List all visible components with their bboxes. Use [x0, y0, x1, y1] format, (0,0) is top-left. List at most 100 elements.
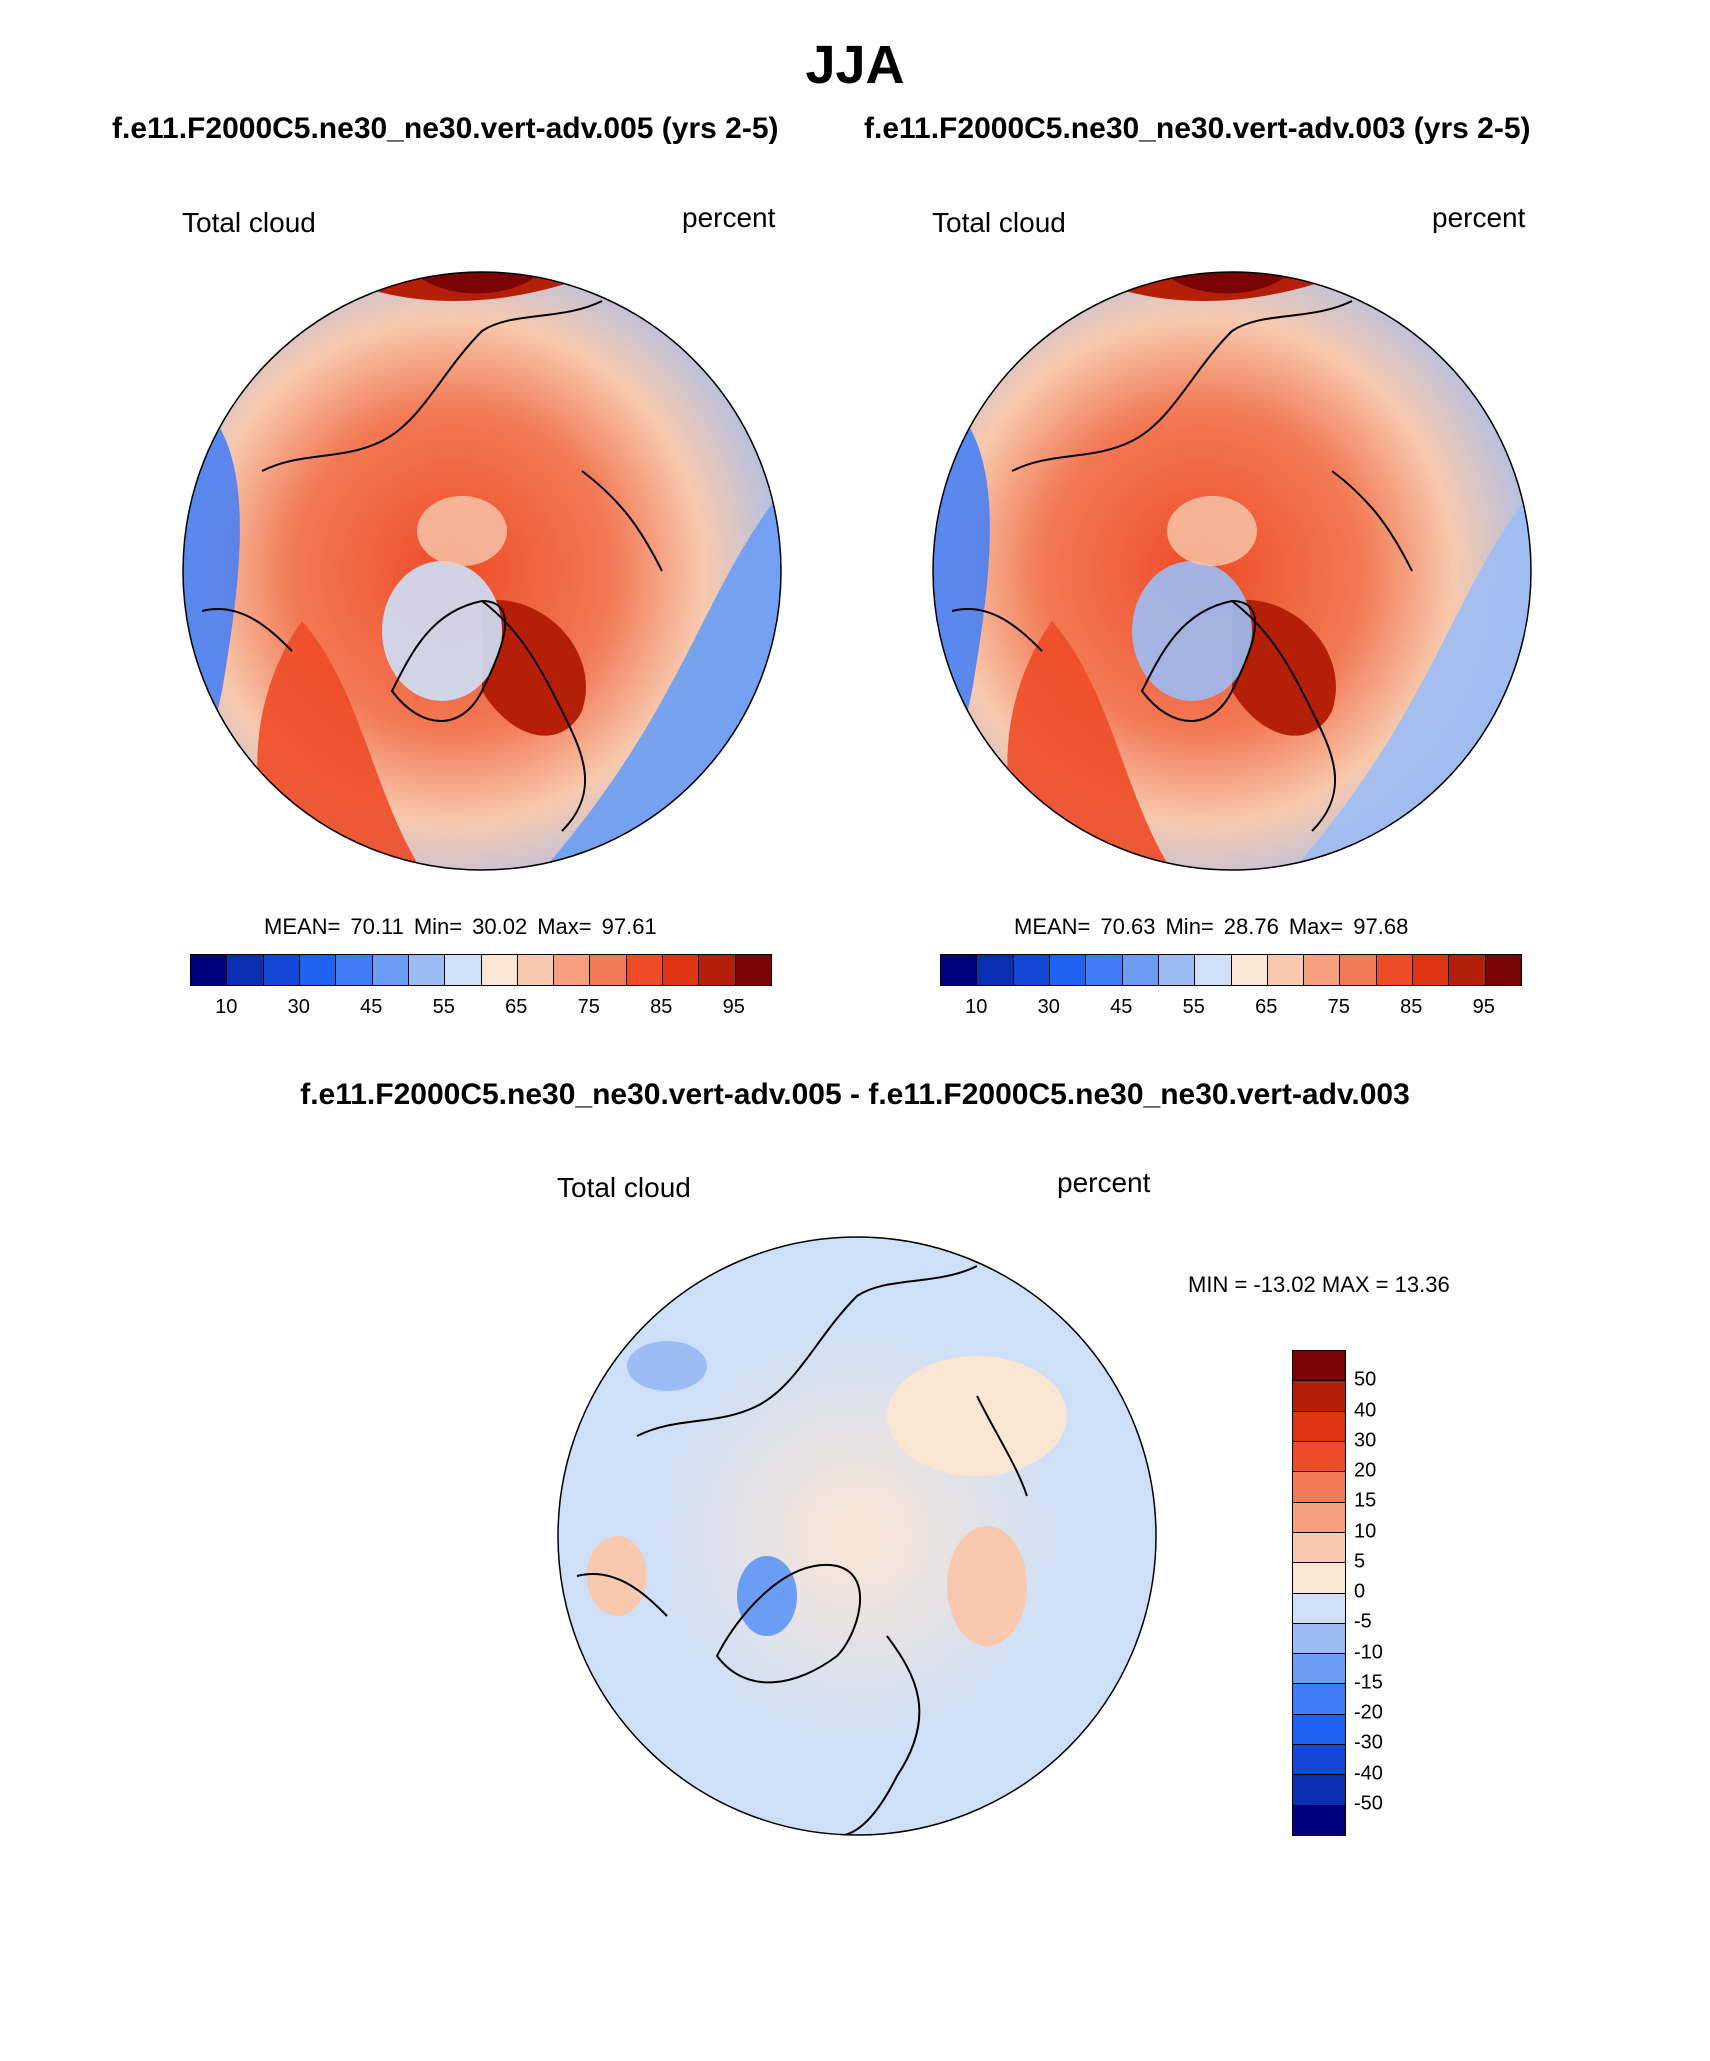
colorbar-tick-label: 95 [722, 996, 745, 1018]
case2-colorbar-ticks: 10 30 45 55 65 75 85 95 [940, 996, 1520, 1022]
colorbar-swatch [445, 955, 482, 985]
case2-variable-label: Total cloud [932, 207, 1066, 238]
colorbar-swatch [1293, 1381, 1345, 1412]
case2-polar-map [932, 271, 1532, 871]
colorbar-swatch [227, 955, 264, 985]
colorbar-tick-label: 0 [1354, 1580, 1366, 1603]
difference-polar-map [557, 1236, 1157, 1836]
colorbar-tick-label: 45 [360, 996, 383, 1018]
colorbar-swatch [1376, 955, 1414, 985]
case1-colorbar [190, 954, 772, 986]
colorbar-tick-label: -10 [1354, 1641, 1383, 1663]
colorbar-swatch [735, 955, 771, 985]
colorbar-swatch [554, 955, 591, 985]
colorbar-swatch [1293, 1502, 1345, 1533]
colorbar-swatch [977, 955, 1014, 985]
case2-min: 28.76 [1223, 914, 1279, 939]
case1-mean: 70.11 [350, 914, 404, 939]
colorbar-swatch [1293, 1351, 1345, 1382]
colorbar-swatch [1231, 955, 1268, 985]
colorbar-swatch [699, 955, 736, 985]
colorbar-tick-label: 10 [215, 996, 238, 1018]
case1-min: 30.02 [472, 914, 528, 939]
colorbar-tick-label: 30 [1037, 996, 1060, 1018]
colorbar-swatch [481, 955, 518, 985]
case2-stats: MEAN= 70.63 Min= 28.76 Max= 97.68 [1014, 914, 1409, 939]
case2-colorbar [940, 954, 1522, 986]
colorbar-swatch [299, 955, 337, 985]
colorbar-tick-label: 15 [1354, 1489, 1377, 1512]
case1-title: f.e11.F2000C5.ne30_ne30.vert-adv.005 (yr… [112, 112, 779, 145]
colorbar-swatch [1158, 955, 1196, 985]
colorbar-swatch [336, 955, 373, 985]
figure-title: JJA [805, 35, 905, 95]
difference-units-label: percent [1057, 1167, 1151, 1198]
colorbar-swatch [1086, 955, 1123, 985]
difference-variable-label: Total cloud [557, 1172, 691, 1203]
case2-mean: 70.63 [1100, 914, 1156, 939]
colorbar-swatch [191, 955, 228, 985]
colorbar-tick-label: 10 [965, 996, 988, 1018]
colorbar-swatch [1293, 1532, 1345, 1564]
colorbar-tick-label: -40 [1354, 1762, 1383, 1784]
colorbar-tick-label: 95 [1472, 996, 1495, 1018]
colorbar-tick-label: -5 [1354, 1610, 1372, 1633]
colorbar-swatch [626, 955, 664, 985]
colorbar-tick-label: 55 [432, 996, 455, 1018]
case2-title: f.e11.F2000C5.ne30_ne30.vert-adv.003 (yr… [864, 112, 1531, 145]
case1-max: 97.61 [601, 914, 657, 939]
colorbar-tick-label: 65 [1255, 996, 1278, 1018]
colorbar-tick-label: 5 [1354, 1550, 1366, 1573]
colorbar-tick-label: 30 [1354, 1429, 1377, 1452]
case1-stats: MEAN= 70.11 Min= 30.02 Max= 97.61 [264, 914, 657, 939]
colorbar-swatch [1449, 955, 1486, 985]
colorbar-swatch [1293, 1745, 1345, 1776]
colorbar-swatch [1293, 1805, 1345, 1835]
colorbar-tick-label: 85 [1400, 996, 1423, 1018]
colorbar-swatch [1013, 955, 1050, 985]
colorbar-tick-label: -50 [1354, 1792, 1383, 1815]
colorbar-tick-label: 75 [577, 996, 600, 1018]
colorbar-tick-label: 75 [1327, 996, 1350, 1018]
colorbar-swatch [1293, 1563, 1345, 1594]
case1-polar-map [182, 271, 782, 871]
colorbar-swatch [408, 955, 446, 985]
colorbar-swatch [941, 955, 978, 985]
colorbar-swatch [1195, 955, 1232, 985]
colorbar-tick-label: 30 [287, 996, 310, 1018]
colorbar-tick-label: 40 [1354, 1399, 1377, 1421]
difference-minmax: MIN = -13.02 MAX = 13.36 [1188, 1272, 1450, 1297]
colorbar-swatch [1293, 1714, 1345, 1746]
colorbar-swatch [1485, 955, 1521, 985]
difference-title: f.e11.F2000C5.ne30_ne30.vert-adv.005 - f… [300, 1078, 1410, 1111]
colorbar-swatch [1293, 1441, 1345, 1473]
colorbar-tick-label: 85 [650, 996, 673, 1018]
colorbar-tick-label: -20 [1354, 1701, 1383, 1724]
colorbar-tick-label: -30 [1354, 1731, 1383, 1754]
colorbar-swatch [1122, 955, 1159, 985]
case1-units-label: percent [682, 202, 776, 233]
colorbar-swatch [263, 955, 300, 985]
case2-max: 97.68 [1353, 914, 1409, 939]
colorbar-tick-label: 55 [1182, 996, 1205, 1018]
colorbar-tick-label: 45 [1110, 996, 1133, 1018]
colorbar-swatch [1293, 1593, 1345, 1624]
colorbar-swatch [1293, 1684, 1345, 1715]
colorbar-swatch [1293, 1654, 1345, 1685]
colorbar-swatch [1293, 1411, 1345, 1442]
difference-colorbar-ticks: 50 40 30 20 15 10 5 0 -5 -10 -15 -20 -30 -40 -50 [1354, 1350, 1424, 1834]
colorbar-tick-label: 10 [1354, 1520, 1377, 1542]
colorbar-swatch [372, 955, 409, 985]
colorbar-tick-label: 20 [1354, 1459, 1377, 1482]
colorbar-swatch [1293, 1775, 1345, 1806]
colorbar-swatch [1340, 955, 1377, 985]
colorbar-swatch [1304, 955, 1341, 985]
case1-colorbar-ticks: 10 30 45 55 65 75 85 95 [190, 996, 770, 1022]
colorbar-swatch [1293, 1472, 1345, 1503]
colorbar-swatch [590, 955, 627, 985]
colorbar-swatch [663, 955, 700, 985]
case2-units-label: percent [1432, 202, 1526, 233]
difference-colorbar [1292, 1350, 1346, 1836]
colorbar-swatch [1413, 955, 1450, 985]
case1-variable-label: Total cloud [182, 207, 316, 238]
